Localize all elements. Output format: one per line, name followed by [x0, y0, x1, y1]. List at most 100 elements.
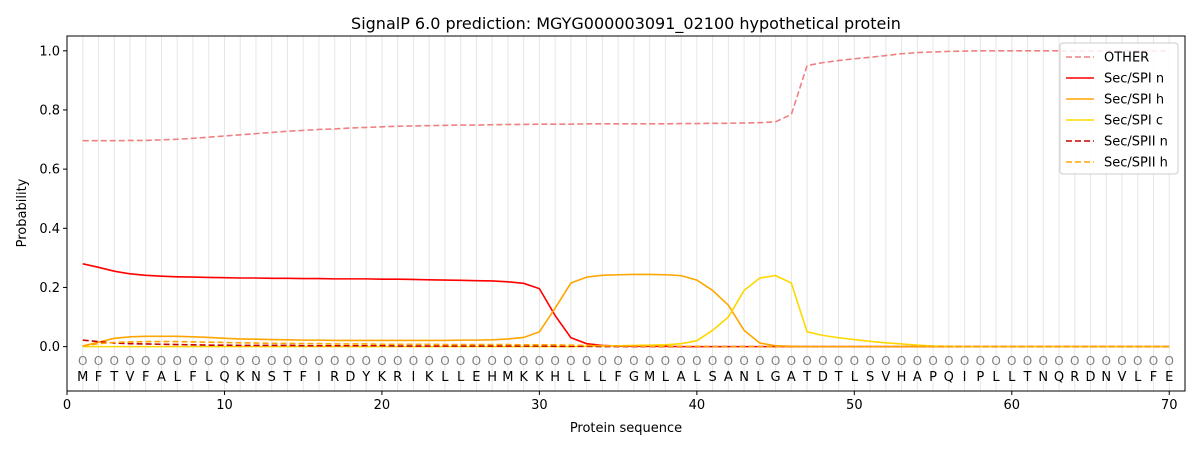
residue-marker: O — [1149, 354, 1158, 368]
residue-letter: P — [976, 370, 984, 385]
residue-marker: O — [283, 354, 292, 368]
residue-marker: O — [377, 354, 386, 368]
residue-marker: O — [1102, 354, 1111, 368]
residue-marker: O — [897, 354, 906, 368]
legend-label: Sec/SPII h — [1104, 156, 1168, 171]
residue-letter: G — [629, 370, 639, 385]
residue-letter: I — [412, 370, 416, 385]
residue-marker: O — [865, 354, 874, 368]
series-line-sec-spii-h — [82, 340, 1170, 348]
residue-marker: O — [739, 354, 748, 368]
residue-marker: O — [582, 354, 591, 368]
residue-marker: O — [692, 354, 701, 368]
residue-marker: O — [598, 354, 607, 368]
residue-letter: L — [599, 370, 607, 385]
residue-marker: O — [976, 354, 985, 368]
residue-letter: L — [205, 370, 213, 385]
residue-letter: Y — [361, 370, 370, 385]
x-tick-label: 70 — [1161, 398, 1178, 413]
residue-marker: O — [472, 354, 481, 368]
residue-letter: F — [299, 370, 306, 385]
residue-marker: O — [991, 354, 1000, 368]
residue-letter: N — [1101, 370, 1111, 385]
legend-label: OTHER — [1104, 51, 1149, 66]
residue-letter: I — [317, 370, 321, 385]
residue-letter: K — [236, 370, 245, 385]
residue-letter: M — [77, 370, 88, 385]
residue-marker: O — [235, 354, 244, 368]
y-tick-label: 0.2 — [39, 281, 60, 296]
series-line-sec-spi-n — [82, 263, 1170, 348]
y-tick-label: 1.0 — [39, 44, 60, 59]
residue-letter: S — [866, 370, 874, 385]
y-axis-label: Probability — [15, 178, 30, 247]
series-line-sec-spi-c — [82, 274, 1170, 348]
x-axis-label: Protein sequence — [570, 421, 682, 436]
residue-marker: O — [1117, 354, 1126, 368]
residue-marker: O — [204, 354, 213, 368]
residue-letter: A — [787, 370, 796, 385]
vertical-gridlines — [82, 36, 1170, 391]
residue-marker: O — [1007, 354, 1016, 368]
residue-letter: T — [282, 370, 291, 385]
residue-marker: O — [944, 354, 953, 368]
residue-letter: M — [502, 370, 513, 385]
residue-marker: O — [251, 354, 260, 368]
residue-marker: O — [755, 354, 764, 368]
residue-letter: L — [174, 370, 182, 385]
y-tick-label: 0.6 — [39, 163, 60, 178]
residue-marker: O — [503, 354, 512, 368]
residue-marker: O — [409, 354, 418, 368]
residue-marker: O — [535, 354, 544, 368]
residue-marker: O — [1086, 354, 1095, 368]
residue-letter: K — [535, 370, 544, 385]
y-tick-label: 0.0 — [39, 340, 60, 355]
residue-letter: I — [963, 370, 967, 385]
residue-letter: L — [457, 370, 465, 385]
x-tick-label: 0 — [63, 398, 71, 413]
residue-letter: T — [109, 370, 118, 385]
y-tick-label: 0.8 — [39, 103, 60, 118]
residue-letter: S — [708, 370, 716, 385]
residue-marker: O — [928, 354, 937, 368]
residue-letter: A — [157, 370, 166, 385]
residue-marker: O — [393, 354, 402, 368]
residue-letter: H — [550, 370, 560, 385]
residue-marker: O — [1039, 354, 1048, 368]
residue-letter: T — [802, 370, 811, 385]
residue-letter: R — [1070, 370, 1079, 385]
residue-letter: L — [992, 370, 1000, 385]
residue-letter: L — [567, 370, 575, 385]
residue-letter: L — [441, 370, 449, 385]
residue-letter: N — [251, 370, 261, 385]
residue-letter: L — [583, 370, 591, 385]
residue-letter: L — [693, 370, 701, 385]
residue-marker: O — [1070, 354, 1079, 368]
residue-marker: O — [708, 354, 717, 368]
residue-letter: N — [1038, 370, 1048, 385]
residue-marker: O — [487, 354, 496, 368]
residue-marker: O — [960, 354, 969, 368]
residue-marker: O — [1023, 354, 1032, 368]
residue-letter: T — [834, 370, 843, 385]
residue-marker: O — [881, 354, 890, 368]
residue-marker: O — [519, 354, 528, 368]
residue-marker: O — [1054, 354, 1063, 368]
residue-marker: O — [125, 354, 134, 368]
x-tick-label: 20 — [374, 398, 391, 413]
residue-letter: F — [95, 370, 102, 385]
residue-letter: R — [330, 370, 339, 385]
residue-marker: O — [157, 354, 166, 368]
residue-marker: O — [724, 354, 733, 368]
residue-letter: S — [268, 370, 276, 385]
residue-letter: A — [724, 370, 733, 385]
residue-letter: M — [644, 370, 655, 385]
residue-letter: K — [519, 370, 528, 385]
residue-letter: L — [851, 370, 859, 385]
x-tick-label: 10 — [216, 398, 233, 413]
residue-marker: O — [629, 354, 638, 368]
residue-letter: E — [1165, 370, 1173, 385]
residue-letter: P — [929, 370, 937, 385]
residue-marker: O — [456, 354, 465, 368]
